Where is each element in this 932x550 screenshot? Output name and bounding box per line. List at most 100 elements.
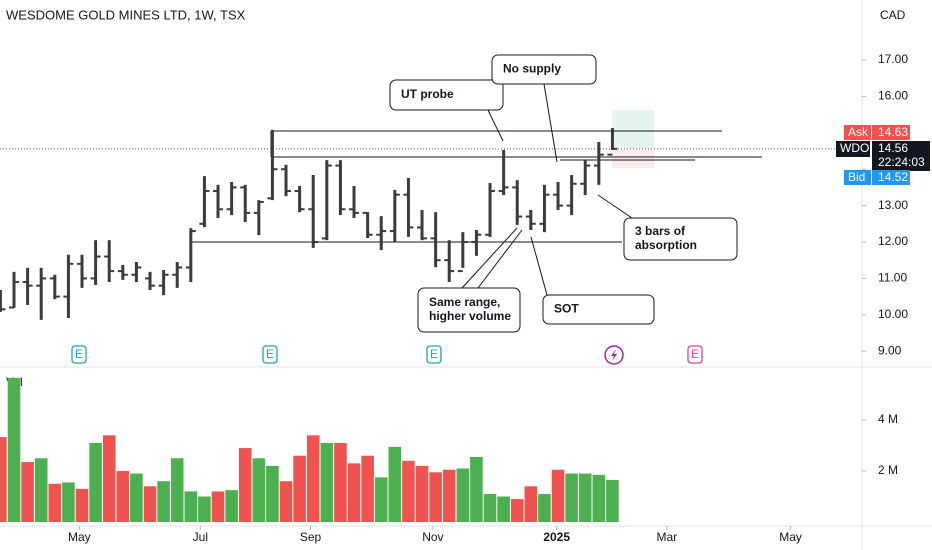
ask-box [872, 125, 910, 140]
ohlc-bar [485, 183, 496, 237]
ohlc-bar [145, 271, 156, 291]
volume-bar [198, 496, 211, 522]
ohlc-bar [321, 160, 332, 241]
ohlc-bar [566, 175, 577, 216]
volume-bar [606, 479, 619, 522]
ask-value: 14.63 [878, 125, 908, 139]
ohlc-bar [430, 212, 441, 268]
ohlc-bar [199, 176, 210, 228]
ohlc-bar [240, 184, 251, 222]
volume-bar [279, 481, 293, 522]
volume-bar [170, 458, 184, 522]
x-tick-label: Jul [193, 530, 208, 544]
volume-bar [402, 460, 415, 522]
volume-bar [130, 473, 143, 522]
ohlc-bar [335, 160, 346, 216]
volume-bar [252, 458, 266, 522]
earnings-label: E [266, 347, 274, 361]
y-tick-label: 11.00 [878, 271, 907, 285]
volume-bar [21, 462, 34, 522]
annotation-text: higher volume [429, 309, 511, 323]
zone [612, 150, 654, 168]
y-tick-label: 16.00 [878, 89, 908, 103]
annotation-box [623, 217, 738, 261]
volume-bar [320, 442, 334, 522]
ohlc-bar [471, 229, 482, 256]
volume-bar [34, 458, 48, 522]
ohlc-bar [226, 181, 237, 216]
earnings-label: E [430, 347, 438, 361]
volume-bar [497, 496, 510, 522]
volume-bar [361, 455, 374, 522]
currency: CAD [880, 8, 906, 22]
earnings-marker[interactable] [426, 345, 442, 364]
volume-bar [62, 482, 75, 522]
last-price: 14.56 [878, 141, 908, 155]
volume-bar [592, 474, 606, 522]
x-tick-label: May [68, 530, 91, 544]
ohlc-bar [267, 129, 278, 201]
ohlc-bar [294, 185, 305, 213]
ohlc-bar [9, 271, 20, 309]
volume-bar [116, 471, 130, 522]
callouts [461, 83, 633, 296]
ohlc-bar [172, 262, 183, 288]
earnings-label: E [75, 347, 83, 361]
ohlc-bar [539, 184, 550, 233]
x-tick-label: Mar [656, 530, 677, 544]
volume-bar [306, 435, 320, 522]
volume-bar [89, 442, 102, 522]
y-tick-label: 17.00 [878, 52, 908, 66]
y-tick-label: 10.00 [878, 307, 908, 321]
ohlc-bar [308, 175, 319, 248]
bid-label: Bid [848, 170, 865, 184]
y2-tick-label: 2 M [878, 463, 898, 477]
annotation-text: Same range, [429, 295, 500, 309]
volume-bar [211, 491, 225, 522]
ohlc-bar [90, 240, 101, 285]
volume-bar [334, 442, 347, 522]
bid-box [872, 170, 910, 185]
annotation-text: SOT [554, 302, 579, 316]
volume-bar [143, 486, 157, 522]
ohlc-bar [213, 184, 224, 218]
levels [190, 130, 762, 243]
annotation-text: UT probe [401, 87, 454, 101]
annotation-text: No supply [503, 62, 561, 76]
ohlc-bar [77, 254, 88, 288]
volume-bar [578, 473, 592, 522]
annotation-box [491, 54, 597, 85]
ohlc-bar [593, 141, 604, 185]
volume-bar [347, 463, 361, 522]
ohlc-bar [512, 180, 523, 225]
volume-bar [483, 493, 497, 522]
bid-tag [844, 170, 871, 185]
volume-bar [102, 435, 116, 522]
annotation-box [417, 287, 521, 333]
ohlc-bar [444, 240, 455, 283]
ohlc-bar [158, 270, 169, 296]
ohlc-bar [131, 262, 142, 283]
earnings-marker[interactable] [687, 345, 703, 364]
volume-bar [157, 481, 170, 522]
ask-label: Ask [848, 125, 869, 139]
price-box [872, 141, 930, 171]
volume-bar [456, 468, 470, 522]
volume-bar [238, 448, 252, 522]
ohlc-bar [63, 254, 74, 319]
ohlc-bar [417, 209, 428, 241]
earnings-marker[interactable] [71, 345, 87, 364]
volume-bar [565, 473, 578, 522]
volume-bar [538, 493, 551, 522]
ohlc-bar [553, 181, 564, 210]
bid-value: 14.52 [878, 170, 908, 184]
volume-bar [442, 469, 456, 522]
x-tick-label: 2025 [543, 530, 570, 544]
earnings-marker[interactable] [262, 345, 278, 364]
ohlc-bar [403, 177, 414, 237]
symbol-tag [836, 141, 870, 157]
volume-bar [0, 437, 7, 522]
volume-bar [388, 446, 402, 522]
volume-bar [293, 455, 306, 522]
y-tick-label: 12.00 [878, 234, 908, 248]
